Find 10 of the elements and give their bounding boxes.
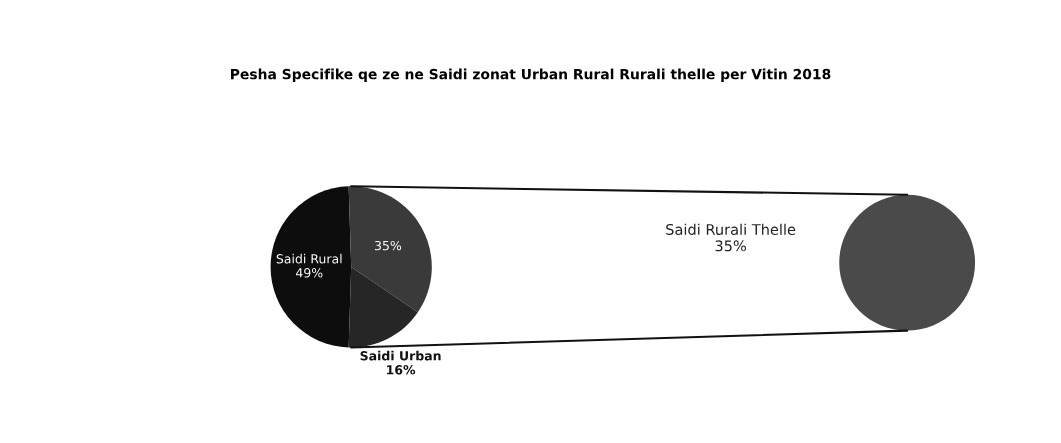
- pie-slice: [348, 266, 418, 348]
- slice-label: Saidi Urban: [360, 350, 441, 361]
- data-label: 35%: [374, 240, 402, 251]
- pie-slice: [348, 186, 432, 313]
- data-label: 49%: [295, 268, 323, 278]
- slice-label: Saidi Rurali Thelle: [666, 223, 796, 235]
- slice-label: Saidi Rural: [276, 253, 342, 264]
- data-label: 35%: [715, 240, 747, 252]
- text: Pesha Specifike qe ze ne Saidi zonat Urban Rural Rurali thelle per Vitin 2018: [231, 68, 831, 83]
- data-label: 16%: [387, 365, 416, 375]
